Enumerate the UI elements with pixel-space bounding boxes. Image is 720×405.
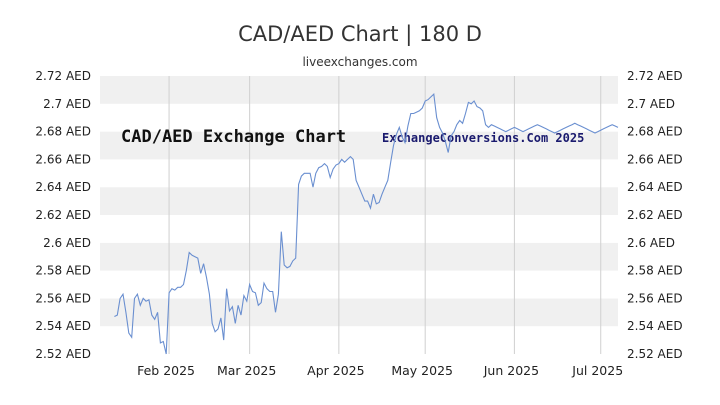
x-tick-label: Jul 2025 bbox=[571, 363, 623, 378]
x-tick-label: Apr 2025 bbox=[307, 363, 364, 378]
y-tick-label-left: 2.7 AED bbox=[43, 97, 91, 111]
y-tick-label-left: 2.54 AED bbox=[35, 319, 91, 333]
grid-band bbox=[100, 326, 618, 354]
grid-band bbox=[100, 242, 618, 271]
y-tick-label-left: 2.64 AED bbox=[35, 180, 91, 194]
y-tick-label-left: 2.66 AED bbox=[35, 152, 91, 166]
grid-band bbox=[100, 131, 618, 160]
y-tick-label-left: 2.58 AED bbox=[35, 264, 91, 278]
grid-bands bbox=[100, 76, 618, 354]
y-tick-label-right: 2.68 AED bbox=[627, 125, 683, 139]
y-tick-label-left: 2.62 AED bbox=[35, 208, 91, 222]
y-tick-label-right: 2.58 AED bbox=[627, 264, 683, 278]
inner-chart-title: CAD/AED Exchange Chart bbox=[121, 127, 346, 147]
y-tick-label-right: 2.54 AED bbox=[627, 319, 683, 333]
x-tick-label: Mar 2025 bbox=[217, 363, 276, 378]
y-tick-label-left: 2.6 AED bbox=[43, 236, 91, 250]
y-tick-label-right: 2.72 AED bbox=[627, 69, 683, 83]
y-tick-label-left: 2.56 AED bbox=[35, 291, 91, 305]
x-tick-label: May 2025 bbox=[391, 363, 453, 378]
y-tick-label-left: 2.52 AED bbox=[35, 347, 91, 361]
watermark-text: ExchangeConversions.Com 2025 bbox=[382, 131, 584, 145]
x-axis: Feb 2025 Mar 2025 Apr 2025 May 2025 Jun 2025… bbox=[137, 363, 623, 378]
y-tick-label-right: 2.6 AED bbox=[627, 236, 675, 250]
x-tick-label: Jun 2025 bbox=[483, 363, 539, 378]
chart-subtitle: liveexchanges.com bbox=[302, 55, 418, 69]
grid-band bbox=[100, 76, 618, 104]
y-tick-label-right: 2.66 AED bbox=[627, 152, 683, 166]
grid-band bbox=[100, 270, 618, 299]
y-tick-label-right: 2.56 AED bbox=[627, 291, 683, 305]
y-tick-label-right: 2.64 AED bbox=[627, 180, 683, 194]
y-tick-label-left: 2.72 AED bbox=[35, 69, 91, 83]
y-tick-label-right: 2.52 AED bbox=[627, 347, 683, 361]
y-axis-left: 2.52 AED 2.54 AED 2.56 AED 2.58 AED 2.6 AED 2… bbox=[35, 69, 91, 361]
y-axis-right: 2.52 AED 2.54 AED 2.56 AED 2.58 AED 2.6 AED 2… bbox=[627, 69, 683, 361]
series-group bbox=[114, 92, 619, 355]
grid-band bbox=[100, 215, 618, 243]
vertical-gridlines bbox=[168, 76, 602, 354]
series-line bbox=[114, 92, 619, 355]
y-tick-label-right: 2.62 AED bbox=[627, 208, 683, 222]
grid-band bbox=[100, 187, 618, 215]
grid-band bbox=[100, 298, 618, 327]
x-tick-label: Feb 2025 bbox=[137, 363, 195, 378]
y-tick-label-right: 2.7 AED bbox=[627, 97, 675, 111]
chart-title: CAD/AED Chart | 180 D bbox=[238, 22, 482, 46]
y-tick-label-left: 2.68 AED bbox=[35, 125, 91, 139]
grid-band bbox=[100, 159, 618, 188]
